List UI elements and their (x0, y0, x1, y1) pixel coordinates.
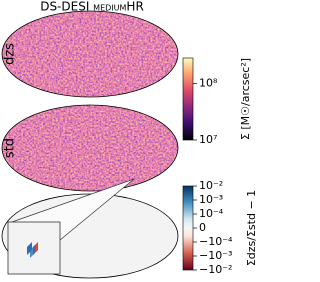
map-texture (2, 11, 178, 97)
tick-label: −10⁻⁴ (199, 235, 233, 248)
map-outline (1, 10, 179, 98)
title: DS-DESI mediumHR (40, 0, 144, 14)
tick-label: 10⁷ (199, 133, 217, 146)
tick-label: 10⁻⁴ (199, 207, 224, 220)
tick-label: −10⁻³ (199, 249, 232, 262)
colorbar (182, 57, 194, 141)
figure: DS-DESI mediumHR dzs std Σ [M☉/arcsec²] … (1, 0, 258, 279)
tick-label: 10⁸ (199, 76, 218, 89)
tick-label: 0 (199, 221, 206, 234)
zoom-line (59, 178, 135, 241)
panel-label: std (3, 138, 18, 158)
inset-patch (30, 245, 35, 258)
colorbar (182, 185, 194, 271)
colorbar-label: Σ [M☉/arcsec²] (239, 58, 252, 140)
map-texture (2, 105, 178, 191)
inset-patch (27, 242, 32, 255)
tick-label: 10⁻³ (199, 193, 223, 206)
tick-label: −10⁻² (199, 263, 232, 276)
panel-label: dzs (3, 43, 18, 65)
map-outline (1, 104, 179, 192)
tick-label: 10⁻² (199, 179, 223, 192)
zoom-line (11, 178, 135, 223)
colorbar-label: Σdzs/Σstd − 1 (245, 190, 258, 266)
